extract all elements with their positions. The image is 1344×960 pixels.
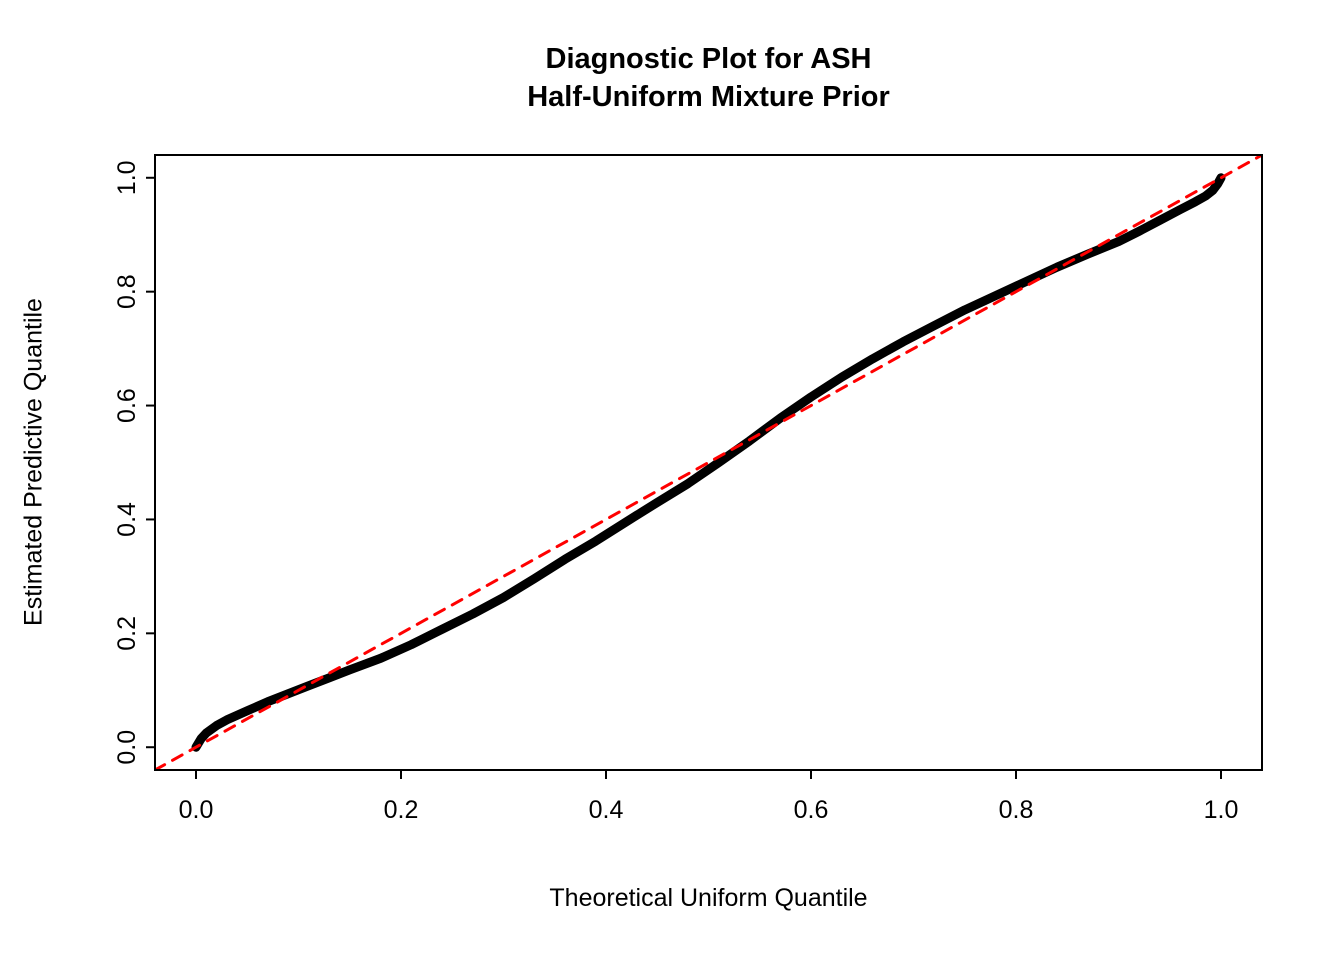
x-tick-label: 0.6 (794, 796, 829, 824)
x-tick-label: 0.4 (589, 796, 624, 824)
chart-title-line1: Diagnostic Plot for ASH (545, 43, 872, 75)
x-tick-label: 1.0 (1204, 796, 1239, 824)
series-group (155, 155, 1262, 770)
chart-title: Diagnostic Plot for ASH Half-Uniform Mix… (155, 40, 1262, 116)
estimated-predictive-quantile-curve (191, 173, 1226, 752)
y-axis-label: Estimated Predictive Quantile (19, 298, 48, 626)
x-axis-label: Theoretical Uniform Quantile (549, 884, 868, 912)
reference-diagonal-line (155, 155, 1262, 770)
y-tick-label: 0.6 (113, 388, 141, 423)
x-tick-label: 0.2 (384, 796, 419, 824)
plot-frame (154, 154, 1263, 771)
y-tick-label: 0.0 (113, 730, 141, 765)
y-tick-label: 0.4 (113, 502, 141, 537)
chart-title-line2: Half-Uniform Mixture Prior (527, 81, 890, 113)
y-tick-label: 0.8 (113, 274, 141, 309)
y-tick-label: 1.0 (113, 160, 141, 195)
x-tick-label: 0.0 (179, 796, 214, 824)
x-tick-label: 0.8 (999, 796, 1034, 824)
y-tick-label: 0.2 (113, 616, 141, 651)
